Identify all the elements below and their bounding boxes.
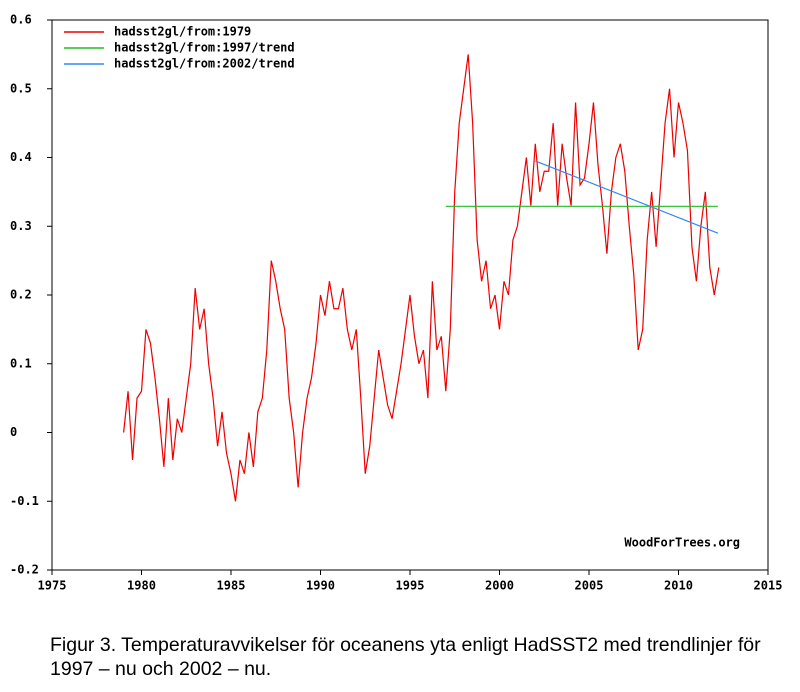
x-tick-label: 2000 xyxy=(485,579,514,593)
x-tick-label: 1995 xyxy=(396,579,425,593)
x-tick-label: 2015 xyxy=(754,579,783,593)
y-tick-label: 0.4 xyxy=(10,150,32,164)
series-line xyxy=(535,160,719,234)
legend-label: hadsst2gl/from:1997/trend xyxy=(114,41,295,55)
x-tick-label: 2005 xyxy=(575,579,604,593)
y-tick-label: 0.5 xyxy=(10,81,32,95)
series-line xyxy=(123,54,720,502)
y-tick-label: 0.3 xyxy=(10,219,32,233)
y-tick-label: -0.1 xyxy=(10,494,39,508)
y-tick-label: 0 xyxy=(10,425,17,439)
y-tick-label: 0.1 xyxy=(10,356,32,370)
chart: WoodForTrees.org -0.2 -0.1 0 0.1 0.2 0.3 0.4 0.… xyxy=(10,13,783,593)
y-tick-label: -0.2 xyxy=(10,563,39,577)
y-tick-label: 0.6 xyxy=(10,13,32,27)
y-tick-label: 0.2 xyxy=(10,288,32,302)
legend-label: hadsst2gl/from:2002/trend xyxy=(114,57,295,71)
x-tick-label: 1985 xyxy=(217,579,246,593)
watermark: WoodForTrees.org xyxy=(624,536,740,550)
legend-label: hadsst2gl/from:1979 xyxy=(114,25,251,39)
caption: Figur 3. Temperaturavvikelser för oceane… xyxy=(50,634,761,680)
x-tick-label: 1990 xyxy=(306,579,335,593)
x-tick-label: 1975 xyxy=(38,579,67,593)
x-tick-label: 2010 xyxy=(664,579,693,593)
x-tick-label: 1980 xyxy=(127,579,156,593)
